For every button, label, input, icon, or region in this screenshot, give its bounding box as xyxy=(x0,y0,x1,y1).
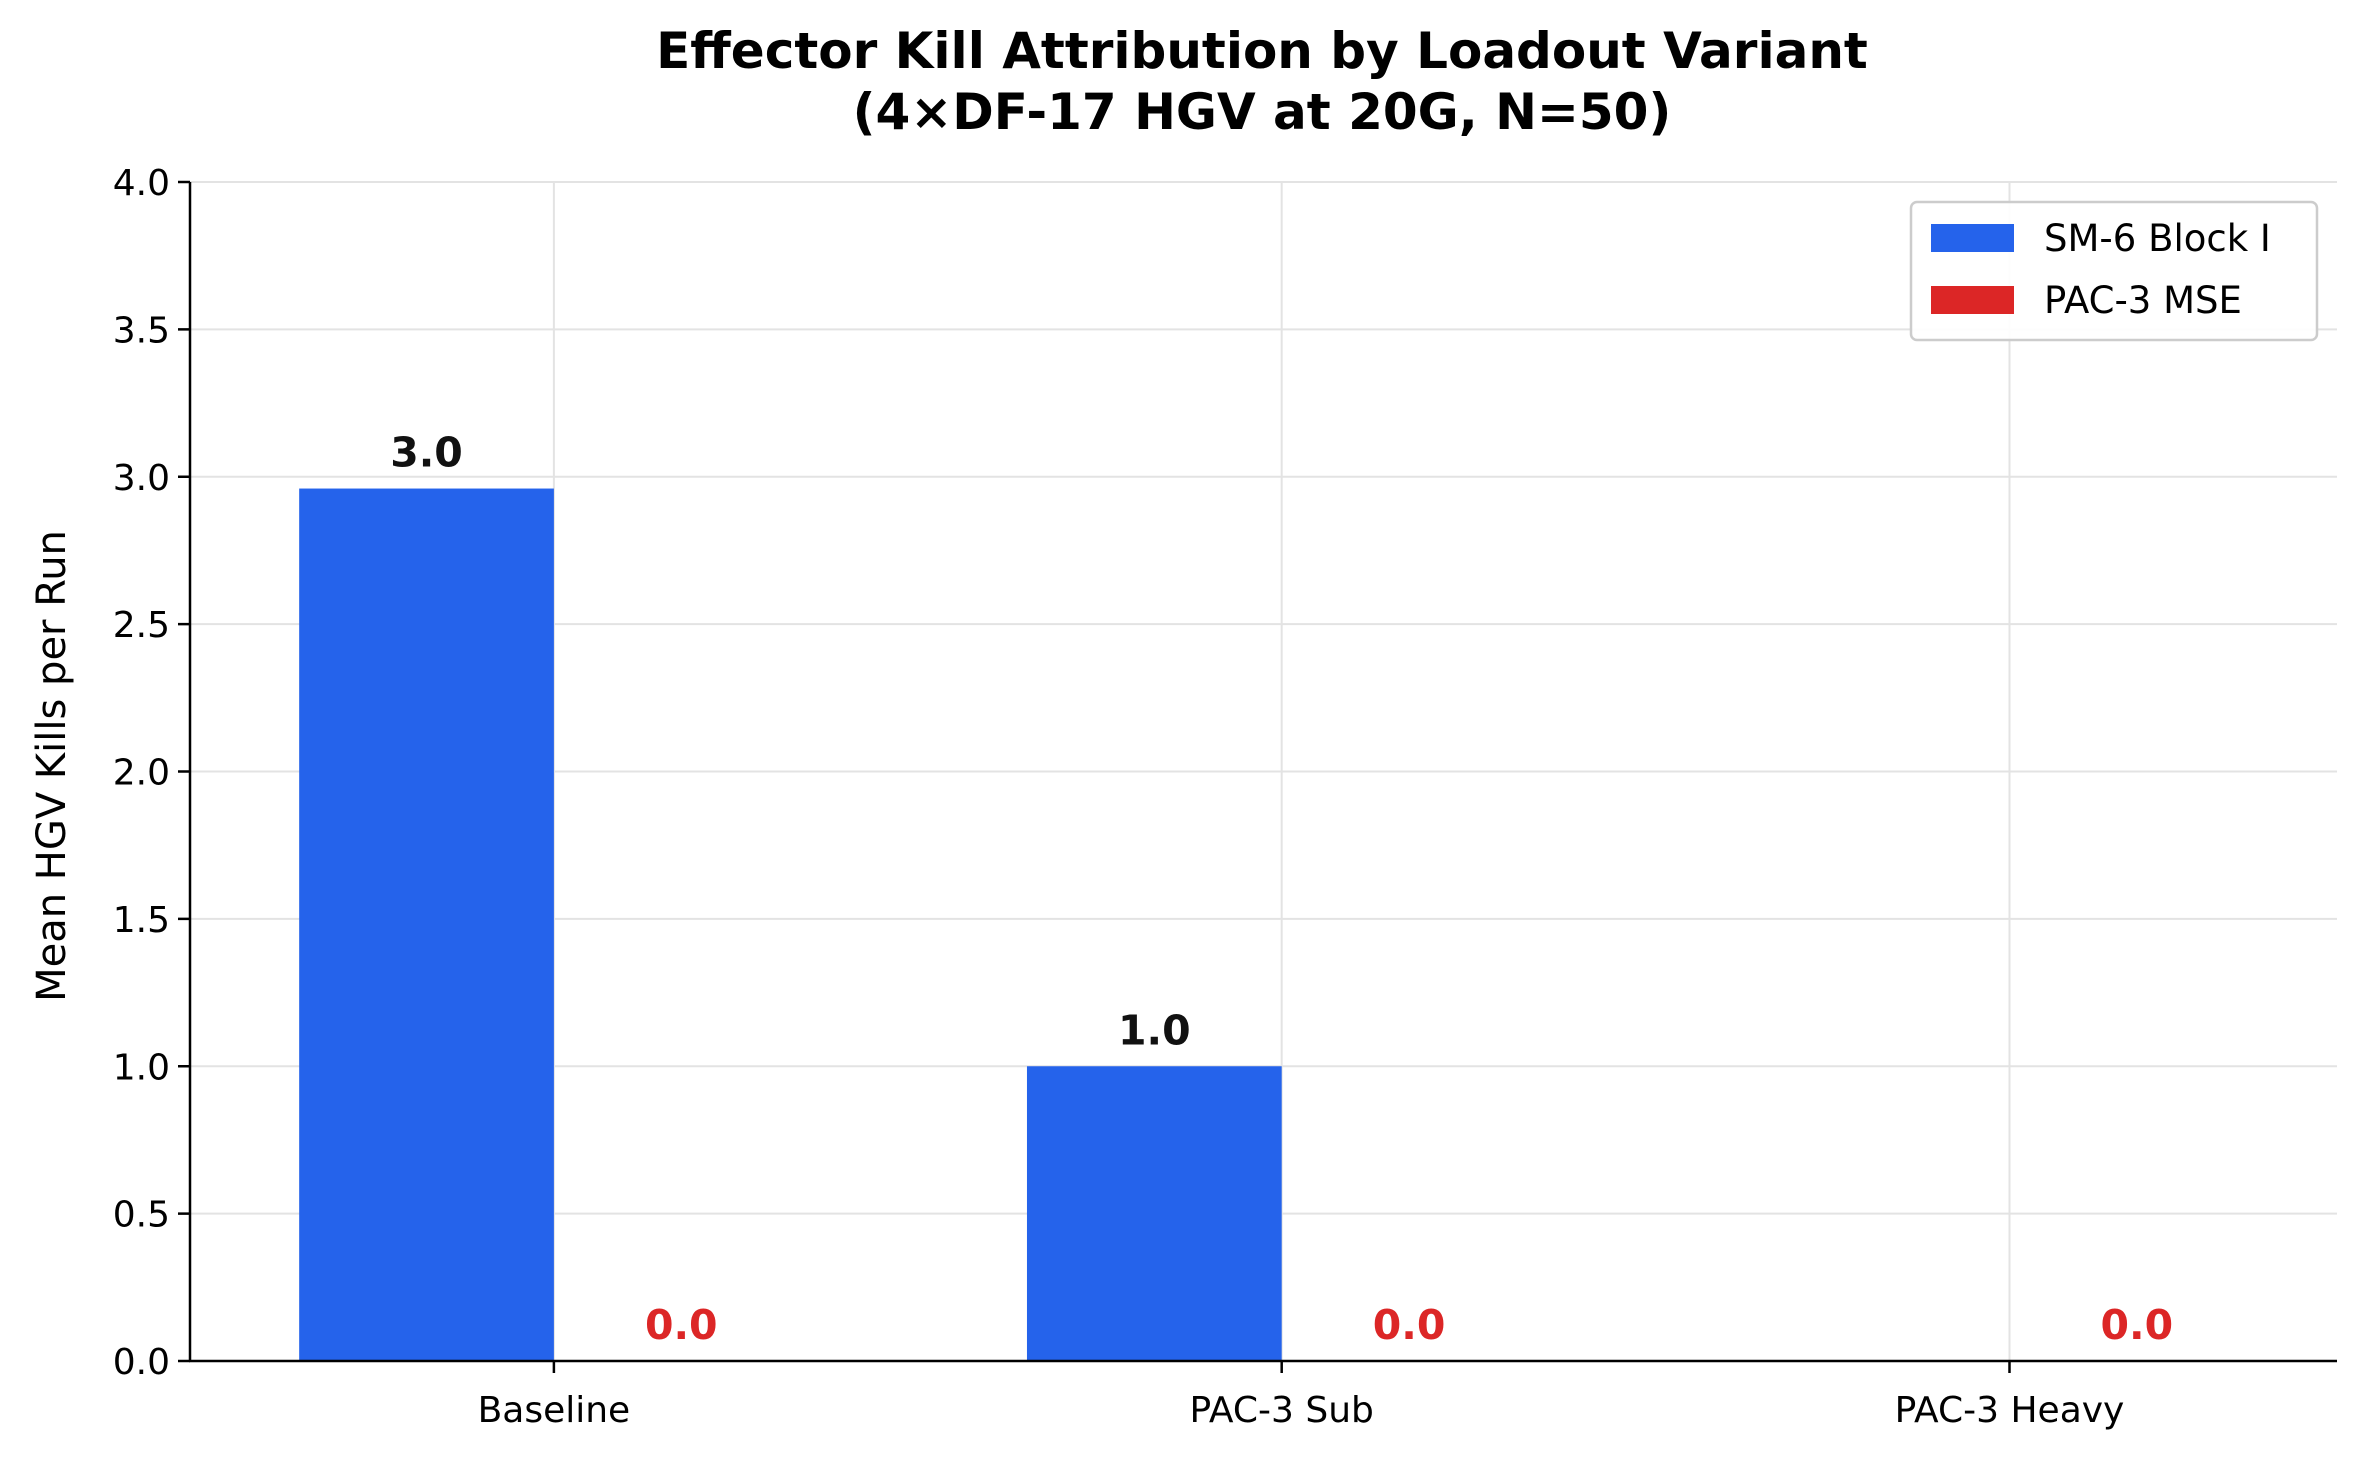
chart-title: Effector Kill Attribution by Loadout Var… xyxy=(656,22,1868,80)
bars-layer xyxy=(299,488,1282,1361)
y-tick-label: 4.0 xyxy=(113,163,170,204)
data-label: 1.0 xyxy=(1118,1006,1191,1054)
y-tick-label: 3.5 xyxy=(113,310,170,351)
data-label: 0.0 xyxy=(645,1301,718,1349)
y-tick-label: 0.0 xyxy=(113,1342,170,1383)
axes-layer: 0.0 0.5 1.0 1.5 2.0 2.5 3.0 3.5 4.0 Baseline PAC-3… xyxy=(113,163,2337,1431)
chart-subtitle: (4×DF-17 HGV at 20G, N=50) xyxy=(853,83,1672,141)
bar-sm-6-block-i-0 xyxy=(299,488,554,1361)
y-tick-label: 3.0 xyxy=(113,458,170,499)
legend-swatch xyxy=(1931,286,2014,314)
y-tick-label: 1.0 xyxy=(113,1047,170,1088)
y-axis-label: Mean HGV Kills per Run xyxy=(29,530,75,1002)
x-tick-label: Baseline xyxy=(478,1390,631,1431)
legend-swatch xyxy=(1931,224,2014,252)
x-tick-label: PAC-3 Heavy xyxy=(1895,1390,2125,1431)
data-label: 3.0 xyxy=(390,429,463,477)
y-tick-label: 2.0 xyxy=(113,753,170,794)
data-label: 0.0 xyxy=(2101,1301,2174,1349)
data-labels-layer: 3.0 1.0 0.0 0.0 0.0 xyxy=(390,429,2173,1349)
bar-sm-6-block-i-1 xyxy=(1026,1066,1282,1361)
legend-label: PAC-3 MSE xyxy=(2044,279,2242,322)
y-tick-label: 2.5 xyxy=(113,605,170,646)
legend-label: SM-6 Block I xyxy=(2044,217,2271,260)
x-tick-label: PAC-3 Sub xyxy=(1189,1390,1373,1431)
legend: SM-6 Block I PAC-3 MSE xyxy=(1909,200,2319,342)
y-tick-label: 0.5 xyxy=(113,1195,170,1236)
data-label: 0.0 xyxy=(1373,1301,1446,1349)
y-tick-label: 1.5 xyxy=(113,900,170,941)
